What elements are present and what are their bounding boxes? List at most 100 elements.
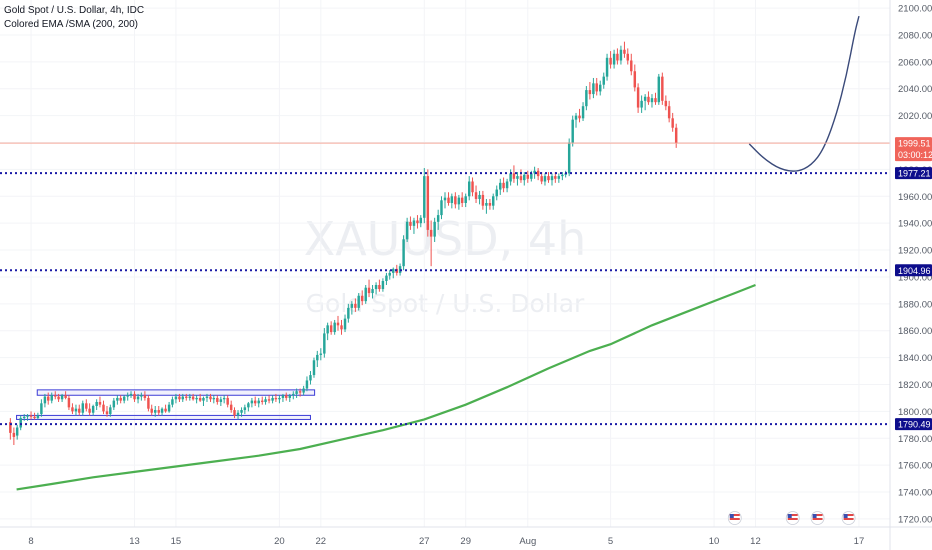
level-price-tag — [895, 167, 932, 180]
candle-body — [164, 408, 167, 412]
symbol-watermark: XAUUSD, 4h Gold Spot / U.S. Dollar — [304, 212, 587, 318]
candle-body — [602, 76, 605, 85]
economic-event-flag-icon[interactable] — [841, 511, 856, 525]
candle-body — [171, 399, 174, 405]
candle-body — [98, 401, 102, 405]
candle-body — [340, 325, 343, 330]
candle-body — [599, 84, 602, 92]
candle-body — [443, 197, 447, 201]
candle-body — [240, 410, 243, 413]
candle-body — [350, 303, 354, 308]
y-tick-label: 2080.00 — [898, 30, 932, 41]
candle-body — [567, 142, 571, 174]
candle-body — [323, 333, 326, 354]
candle-body — [136, 396, 140, 400]
moving-average-line — [16, 283, 756, 491]
candle-body — [574, 115, 578, 120]
candle-body — [54, 395, 57, 397]
candle-body — [585, 90, 588, 107]
candle-body — [57, 396, 60, 400]
candle-body — [46, 396, 50, 401]
candle-body — [312, 360, 316, 376]
candle-body — [302, 388, 305, 393]
candle-body — [81, 403, 85, 413]
legend-title: Gold Spot / U.S. Dollar, 4h, IDC — [4, 5, 145, 16]
candle-body — [516, 176, 519, 179]
candle-body — [657, 76, 661, 103]
flag-stripe — [787, 514, 798, 516]
candle-body — [423, 176, 426, 218]
candle-body — [405, 221, 409, 240]
candle-body — [436, 215, 440, 222]
moving-average-layer — [16, 283, 756, 491]
candle-body — [540, 176, 543, 182]
candle-body — [578, 115, 581, 119]
y-tick-label: 1940.00 — [898, 219, 932, 230]
x-tick-label: 17 — [854, 536, 865, 547]
x-tick-label: 15 — [171, 536, 182, 547]
flag-canton — [812, 514, 817, 518]
candle-body — [526, 174, 530, 179]
x-tick-label: 12 — [750, 536, 761, 547]
economic-event-flag-icon[interactable] — [810, 511, 825, 525]
candle-body — [281, 395, 285, 398]
legend-indicator[interactable]: Colored EMA /SMA (200, 200) — [4, 19, 138, 30]
candle-body — [519, 176, 523, 181]
event-flags[interactable] — [727, 511, 856, 525]
candle-body — [43, 396, 47, 404]
candle-body — [481, 194, 485, 206]
y-tick-label: 1900.00 — [898, 272, 932, 283]
candle-body — [388, 272, 391, 276]
candle-body — [219, 399, 223, 402]
candle-body — [360, 295, 364, 302]
y-tick-label: 1960.00 — [898, 192, 932, 203]
candle-body — [667, 106, 671, 119]
candle-body — [561, 174, 564, 177]
candle-body — [460, 197, 464, 204]
candle-body — [261, 400, 264, 402]
flag-stripe — [843, 514, 854, 516]
candle-body — [102, 404, 105, 412]
candle-body — [643, 96, 647, 101]
candle-body — [626, 53, 629, 61]
economic-event-flag-icon[interactable] — [727, 511, 742, 525]
y-tick-label: 1740.00 — [898, 488, 932, 499]
candle-body — [664, 100, 668, 107]
candle-body — [119, 397, 122, 401]
y-tick-label: 1720.00 — [898, 514, 932, 525]
candle-body — [402, 239, 405, 267]
economic-event-flag-icon[interactable] — [785, 511, 800, 525]
current-price-label: 1999.51 — [898, 139, 931, 149]
x-tick-label: Aug — [519, 536, 536, 547]
candle-body — [243, 407, 247, 411]
candle-body — [88, 408, 91, 413]
candle-body — [433, 221, 436, 237]
candle-body — [592, 83, 595, 95]
grid — [0, 0, 890, 527]
candle-body — [195, 397, 198, 400]
candle-body — [536, 170, 540, 177]
candle-body — [619, 49, 623, 61]
x-tick-label: 27 — [419, 536, 430, 547]
candle-body — [71, 407, 74, 412]
y-tick-label: 1920.00 — [898, 246, 932, 257]
candle-body — [309, 375, 312, 381]
candle-body — [343, 318, 347, 330]
y-tick-label: 1820.00 — [898, 380, 932, 391]
candle-body — [319, 353, 323, 355]
candle-body — [488, 203, 492, 206]
candle-body — [105, 411, 109, 415]
level-price-label: 1904.96 — [898, 266, 931, 276]
projection-curve — [748, 15, 860, 172]
flag-canton — [787, 514, 792, 518]
candle-body — [33, 416, 36, 419]
x-tick-label: 20 — [274, 536, 285, 547]
candle-body — [292, 393, 295, 396]
candle-body — [67, 397, 71, 408]
candle-body — [198, 397, 202, 401]
candle-body — [419, 217, 423, 224]
candle-body — [671, 118, 674, 128]
candle-body — [650, 98, 654, 103]
candle-body — [647, 96, 650, 103]
